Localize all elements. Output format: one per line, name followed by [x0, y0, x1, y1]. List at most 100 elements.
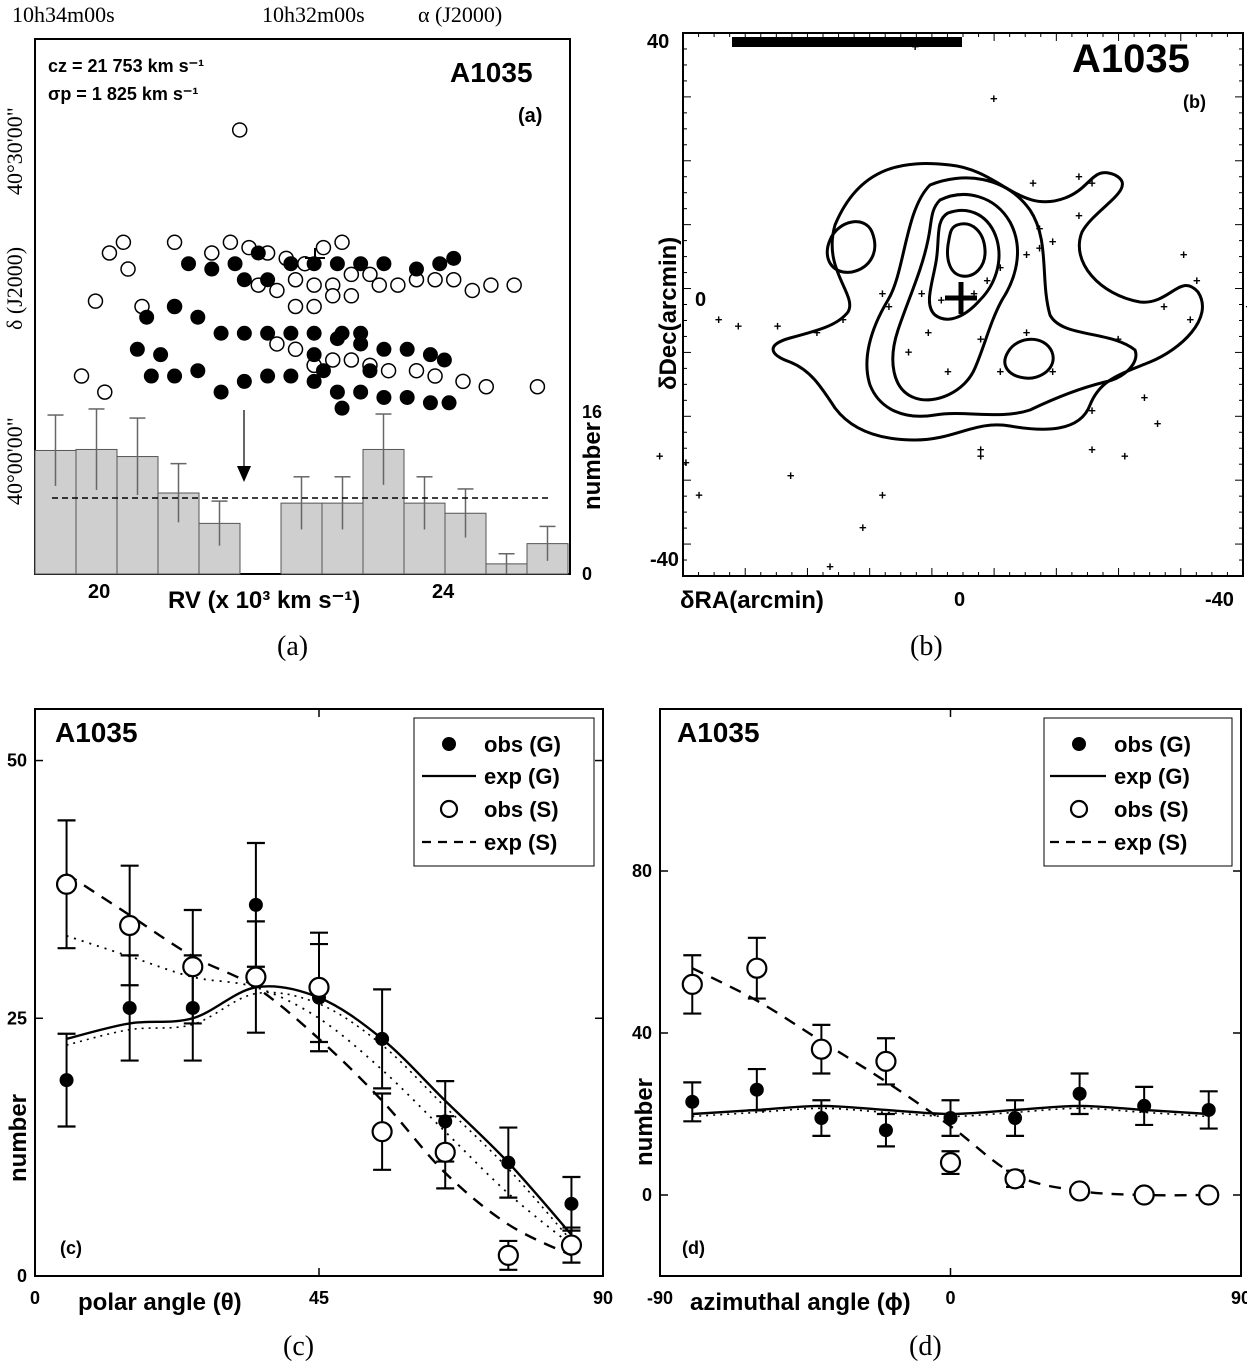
a-top-tick-3: α (J2000) — [418, 2, 502, 27]
a-point-open — [287, 341, 304, 358]
c-point-obs-s — [371, 1121, 393, 1143]
b-contour-5 — [946, 222, 987, 278]
c-ylabel: number — [5, 1094, 32, 1182]
a-point-open — [334, 234, 350, 251]
c-xlabel: polar angle (θ) — [78, 1289, 242, 1316]
c-point-obs-g — [248, 897, 263, 912]
c-xtick-label: 0 — [30, 1288, 40, 1308]
c-point-obs-s — [182, 956, 204, 978]
b-galaxy: + — [1036, 221, 1044, 236]
b-galaxies: + + + + + + + + + + + + + + + + + + + + + + + + + + + + + + + + + + + + + + + +… — [656, 39, 1247, 574]
b-galaxy: + — [977, 332, 985, 347]
a-point-filled — [306, 325, 322, 341]
b-galaxy: + — [1141, 390, 1149, 405]
d-point-obs-s — [875, 1050, 897, 1072]
a-point-open — [204, 245, 220, 261]
a-point-open — [222, 234, 239, 251]
d-point-obs-s — [746, 957, 768, 979]
a-point-filled — [334, 400, 350, 416]
a-point-filled — [250, 245, 266, 261]
b-galaxy: + — [774, 319, 782, 334]
c-point-obs-s — [560, 1234, 583, 1256]
b-contour-2 — [865, 176, 1138, 418]
a-hist-bar — [403, 502, 446, 575]
a-point-open — [269, 282, 285, 299]
b-ytick-m40: -40 — [650, 549, 679, 571]
b-galaxy: + — [813, 325, 821, 340]
d-point-obs-g — [685, 1094, 700, 1109]
c-point-obs-s — [308, 976, 330, 998]
b-galaxy: + — [977, 449, 985, 464]
b-galaxy: + — [656, 449, 664, 464]
a-point-open — [97, 384, 113, 400]
b-contour-outer — [771, 162, 1204, 442]
a-point-filled — [446, 250, 462, 266]
a-point-open — [455, 373, 471, 390]
d-panel-label: (d) — [682, 1238, 705, 1258]
a-point-filled — [376, 341, 392, 357]
b-galaxy: + — [1088, 176, 1096, 191]
a-point-filled — [436, 352, 452, 368]
d-point-obs-g — [943, 1111, 958, 1126]
d-point-obs-s — [1069, 1180, 1091, 1202]
b-scale-bar — [732, 37, 962, 47]
c-point-obs-g — [122, 1000, 137, 1015]
b-ytick-40: 40 — [647, 31, 669, 53]
a-left-tick-1: 40°30'00" — [2, 107, 27, 195]
b-galaxy: + — [997, 364, 1005, 379]
a-point-open — [478, 379, 495, 395]
a-right-label: number — [579, 422, 606, 510]
d-legend-obs-s-marker — [1069, 799, 1089, 819]
a-point-open — [315, 239, 332, 256]
b-galaxy: + — [1049, 364, 1057, 379]
a-point-open — [371, 277, 388, 293]
d-xtick-label: -90 — [647, 1288, 673, 1308]
a-point-filled — [432, 256, 448, 272]
d-series — [681, 936, 1220, 1206]
d-point-obs-g — [749, 1082, 764, 1097]
a-point-filled — [190, 309, 206, 325]
a-point-open — [483, 277, 499, 293]
d-point-obs-s — [681, 973, 703, 996]
caption-a: (a) — [277, 631, 308, 662]
a-point-filled — [353, 336, 369, 352]
a-point-filled — [422, 395, 438, 411]
d-legend-obs-g-marker — [1072, 737, 1086, 751]
a-right-tick-16: 16 — [582, 402, 602, 422]
c-point-obs-s — [497, 1244, 519, 1266]
a-point-filled — [362, 363, 378, 379]
a-point-open — [166, 234, 183, 251]
d-xlabel: azimuthal angle (ϕ) — [690, 1289, 911, 1316]
a-cz: cz = 21 753 km s⁻¹ — [48, 56, 204, 76]
b-galaxy: + — [695, 488, 703, 503]
d-ytick-label: 40 — [632, 1023, 652, 1043]
a-point-filled — [315, 363, 331, 379]
a-point-filled — [227, 256, 243, 272]
a-point-open — [427, 272, 443, 288]
a-point-filled — [190, 363, 206, 379]
a-point-filled — [260, 272, 276, 288]
a-point-open — [287, 298, 304, 315]
a-point-open — [306, 277, 322, 293]
panel-b: A1035 (b) 40 0 -40 δDec(arcmin) δRA(arcm… — [647, 31, 1247, 662]
a-point-open — [343, 266, 360, 283]
a-scatter — [73, 122, 546, 416]
d-point-obs-g — [1072, 1086, 1087, 1101]
d-point-obs-g — [1201, 1102, 1216, 1117]
a-point-filled — [283, 256, 299, 272]
a-point-open — [87, 293, 104, 309]
a-point-open — [390, 277, 406, 293]
a-point-open — [343, 352, 360, 368]
c-point-obs-g — [501, 1155, 516, 1170]
d-legend-exp-g: exp (G) — [1114, 764, 1190, 789]
d-point-obs-s — [1198, 1184, 1220, 1206]
c-title: A1035 — [55, 717, 138, 748]
b-galaxy: + — [1121, 449, 1129, 464]
b-xtick-0: 0 — [954, 589, 965, 611]
a-point-filled — [181, 256, 197, 272]
a-point-open — [324, 288, 341, 304]
a-point-open — [380, 362, 397, 379]
b-galaxy: + — [1114, 332, 1122, 347]
a-point-filled — [376, 256, 392, 272]
a-point-filled — [283, 325, 299, 341]
